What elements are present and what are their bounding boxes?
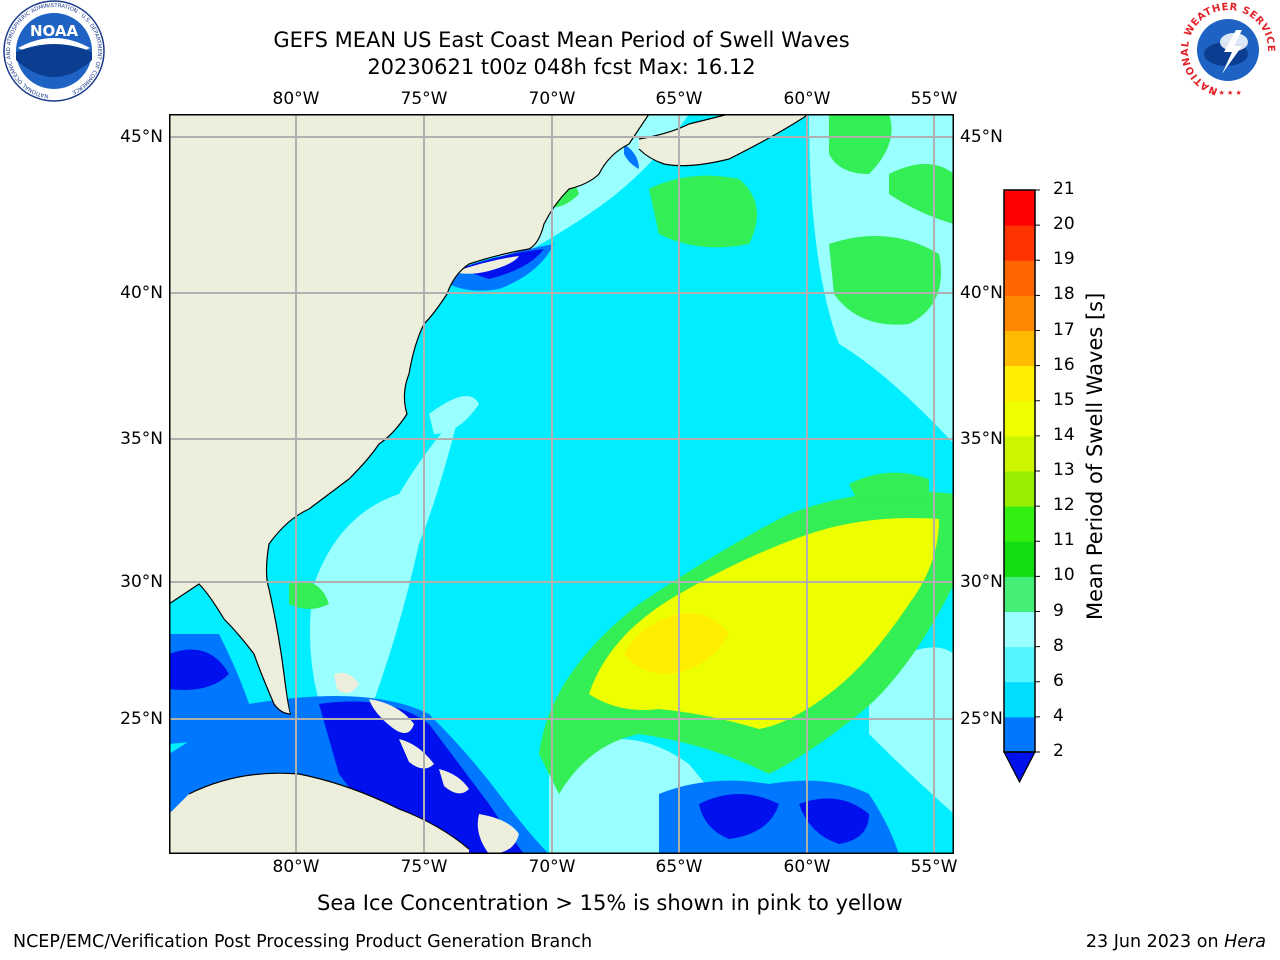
lon-label-top: 80°W bbox=[272, 89, 320, 109]
lon-label-bottom: 75°W bbox=[400, 857, 448, 877]
colorbar-segment bbox=[1004, 611, 1035, 648]
lon-label-top: 65°W bbox=[655, 89, 703, 109]
land-masses bbox=[169, 114, 809, 854]
colorbar-tick-label: 9 bbox=[1053, 600, 1064, 621]
colorbar-tick-label: 14 bbox=[1053, 424, 1075, 445]
colorbar-tick-label: 4 bbox=[1053, 705, 1064, 726]
map-frame bbox=[169, 114, 954, 854]
lon-label-bottom: 65°W bbox=[655, 857, 703, 877]
lat-label-right: 45°N bbox=[960, 127, 1003, 147]
colorbar-tick-label: 17 bbox=[1053, 319, 1075, 340]
colorbar-segment bbox=[1004, 716, 1035, 753]
svg-text:★ ★ ★ ★: ★ ★ ★ ★ bbox=[1210, 89, 1242, 97]
colorbar-tick-label: 12 bbox=[1053, 495, 1075, 516]
colorbar-segment bbox=[1004, 576, 1035, 612]
lat-label-left: 30°N bbox=[120, 572, 163, 592]
colorbar-segment bbox=[1004, 330, 1035, 367]
sea-ice-note: Sea Ice Concentration > 15% is shown in … bbox=[317, 891, 903, 915]
lat-label-left: 40°N bbox=[120, 283, 163, 303]
colorbar-segment bbox=[1004, 365, 1035, 402]
lon-label-top: 75°W bbox=[400, 89, 448, 109]
colorbar-segment bbox=[1004, 295, 1035, 331]
colorbar-tick-label: 10 bbox=[1053, 565, 1075, 586]
swell-peak-zone bbox=[624, 613, 729, 674]
colorbar-tick-label: 21 bbox=[1053, 179, 1075, 199]
footer-machine: Hera bbox=[1224, 932, 1266, 952]
swell-period-map bbox=[169, 114, 954, 854]
noaa-logo-text: NOAA bbox=[30, 22, 79, 40]
colorbar-segment bbox=[1004, 260, 1035, 296]
nws-logo: NATIONAL WEATHER SERVICE ★ ★ ★ ★ bbox=[1180, 2, 1276, 97]
lon-label-bottom: 60°W bbox=[783, 857, 831, 877]
colorbar-tick-label: 8 bbox=[1053, 635, 1064, 656]
colorbar-segment bbox=[1004, 506, 1035, 542]
lon-label-top: 70°W bbox=[528, 89, 576, 109]
colorbar-segment bbox=[1004, 681, 1035, 718]
lat-label-left: 45°N bbox=[120, 127, 163, 147]
lat-lon-gridlines bbox=[169, 114, 954, 854]
colorbar-segment bbox=[1004, 471, 1035, 507]
lat-label-right: 40°N bbox=[960, 283, 1003, 303]
noaa-logo: NATIONAL OCEANIC AND ATMOSPHERIC ADMINIS… bbox=[3, 0, 105, 102]
chart-title-line2: 20230621 t00z 048h fcst Max: 16.12 bbox=[367, 55, 756, 79]
colorbar-tick-label: 15 bbox=[1053, 389, 1075, 410]
lon-label-bottom: 80°W bbox=[272, 857, 320, 877]
lat-label-left: 35°N bbox=[120, 429, 163, 449]
coastline bbox=[169, 114, 810, 850]
colorbar-tick-label: 20 bbox=[1053, 214, 1075, 235]
lon-label-top: 55°W bbox=[910, 89, 958, 109]
footer-right: 23 Jun 2023 on Hera bbox=[1086, 932, 1266, 952]
colorbar-tick-label: 18 bbox=[1053, 284, 1075, 305]
lat-label-left: 25°N bbox=[120, 709, 163, 729]
lat-label-right: 30°N bbox=[960, 572, 1003, 592]
colorbar-segment bbox=[1004, 190, 1035, 226]
footer-date: 23 Jun 2023 on bbox=[1085, 932, 1219, 952]
colorbar bbox=[1003, 189, 1040, 784]
lon-label-top: 60°W bbox=[783, 89, 831, 109]
colorbar-segment bbox=[1004, 400, 1035, 437]
colorbar-title: Mean Period of Swell Waves [s] bbox=[1083, 292, 1107, 620]
colorbar-tick-label: 6 bbox=[1053, 670, 1064, 691]
lat-label-right: 25°N bbox=[960, 709, 1003, 729]
colorbar-tick-label: 13 bbox=[1053, 460, 1075, 480]
swell-12-16s-zone bbox=[589, 518, 939, 729]
colorbar-segment bbox=[1004, 435, 1035, 472]
swell-below-2s-zones bbox=[169, 249, 869, 854]
lon-label-bottom: 55°W bbox=[910, 857, 958, 877]
footer-left: NCEP/EMC/Verification Post Processing Pr… bbox=[13, 932, 593, 952]
colorbar-tick-label: 11 bbox=[1053, 530, 1075, 551]
colorbar-tick-label: 19 bbox=[1053, 249, 1075, 270]
colorbar-segment bbox=[1004, 225, 1035, 261]
lon-label-bottom: 70°W bbox=[528, 857, 576, 877]
chart-title-line1: GEFS MEAN US East Coast Mean Period of S… bbox=[273, 28, 850, 52]
colorbar-under-triangle bbox=[1003, 751, 1036, 784]
colorbar-tick-label: 16 bbox=[1053, 354, 1075, 375]
colorbar-segment bbox=[1004, 646, 1035, 683]
colorbar-segment bbox=[1004, 541, 1035, 577]
lat-label-right: 35°N bbox=[960, 429, 1003, 449]
colorbar-tick-label: 2 bbox=[1053, 741, 1064, 761]
